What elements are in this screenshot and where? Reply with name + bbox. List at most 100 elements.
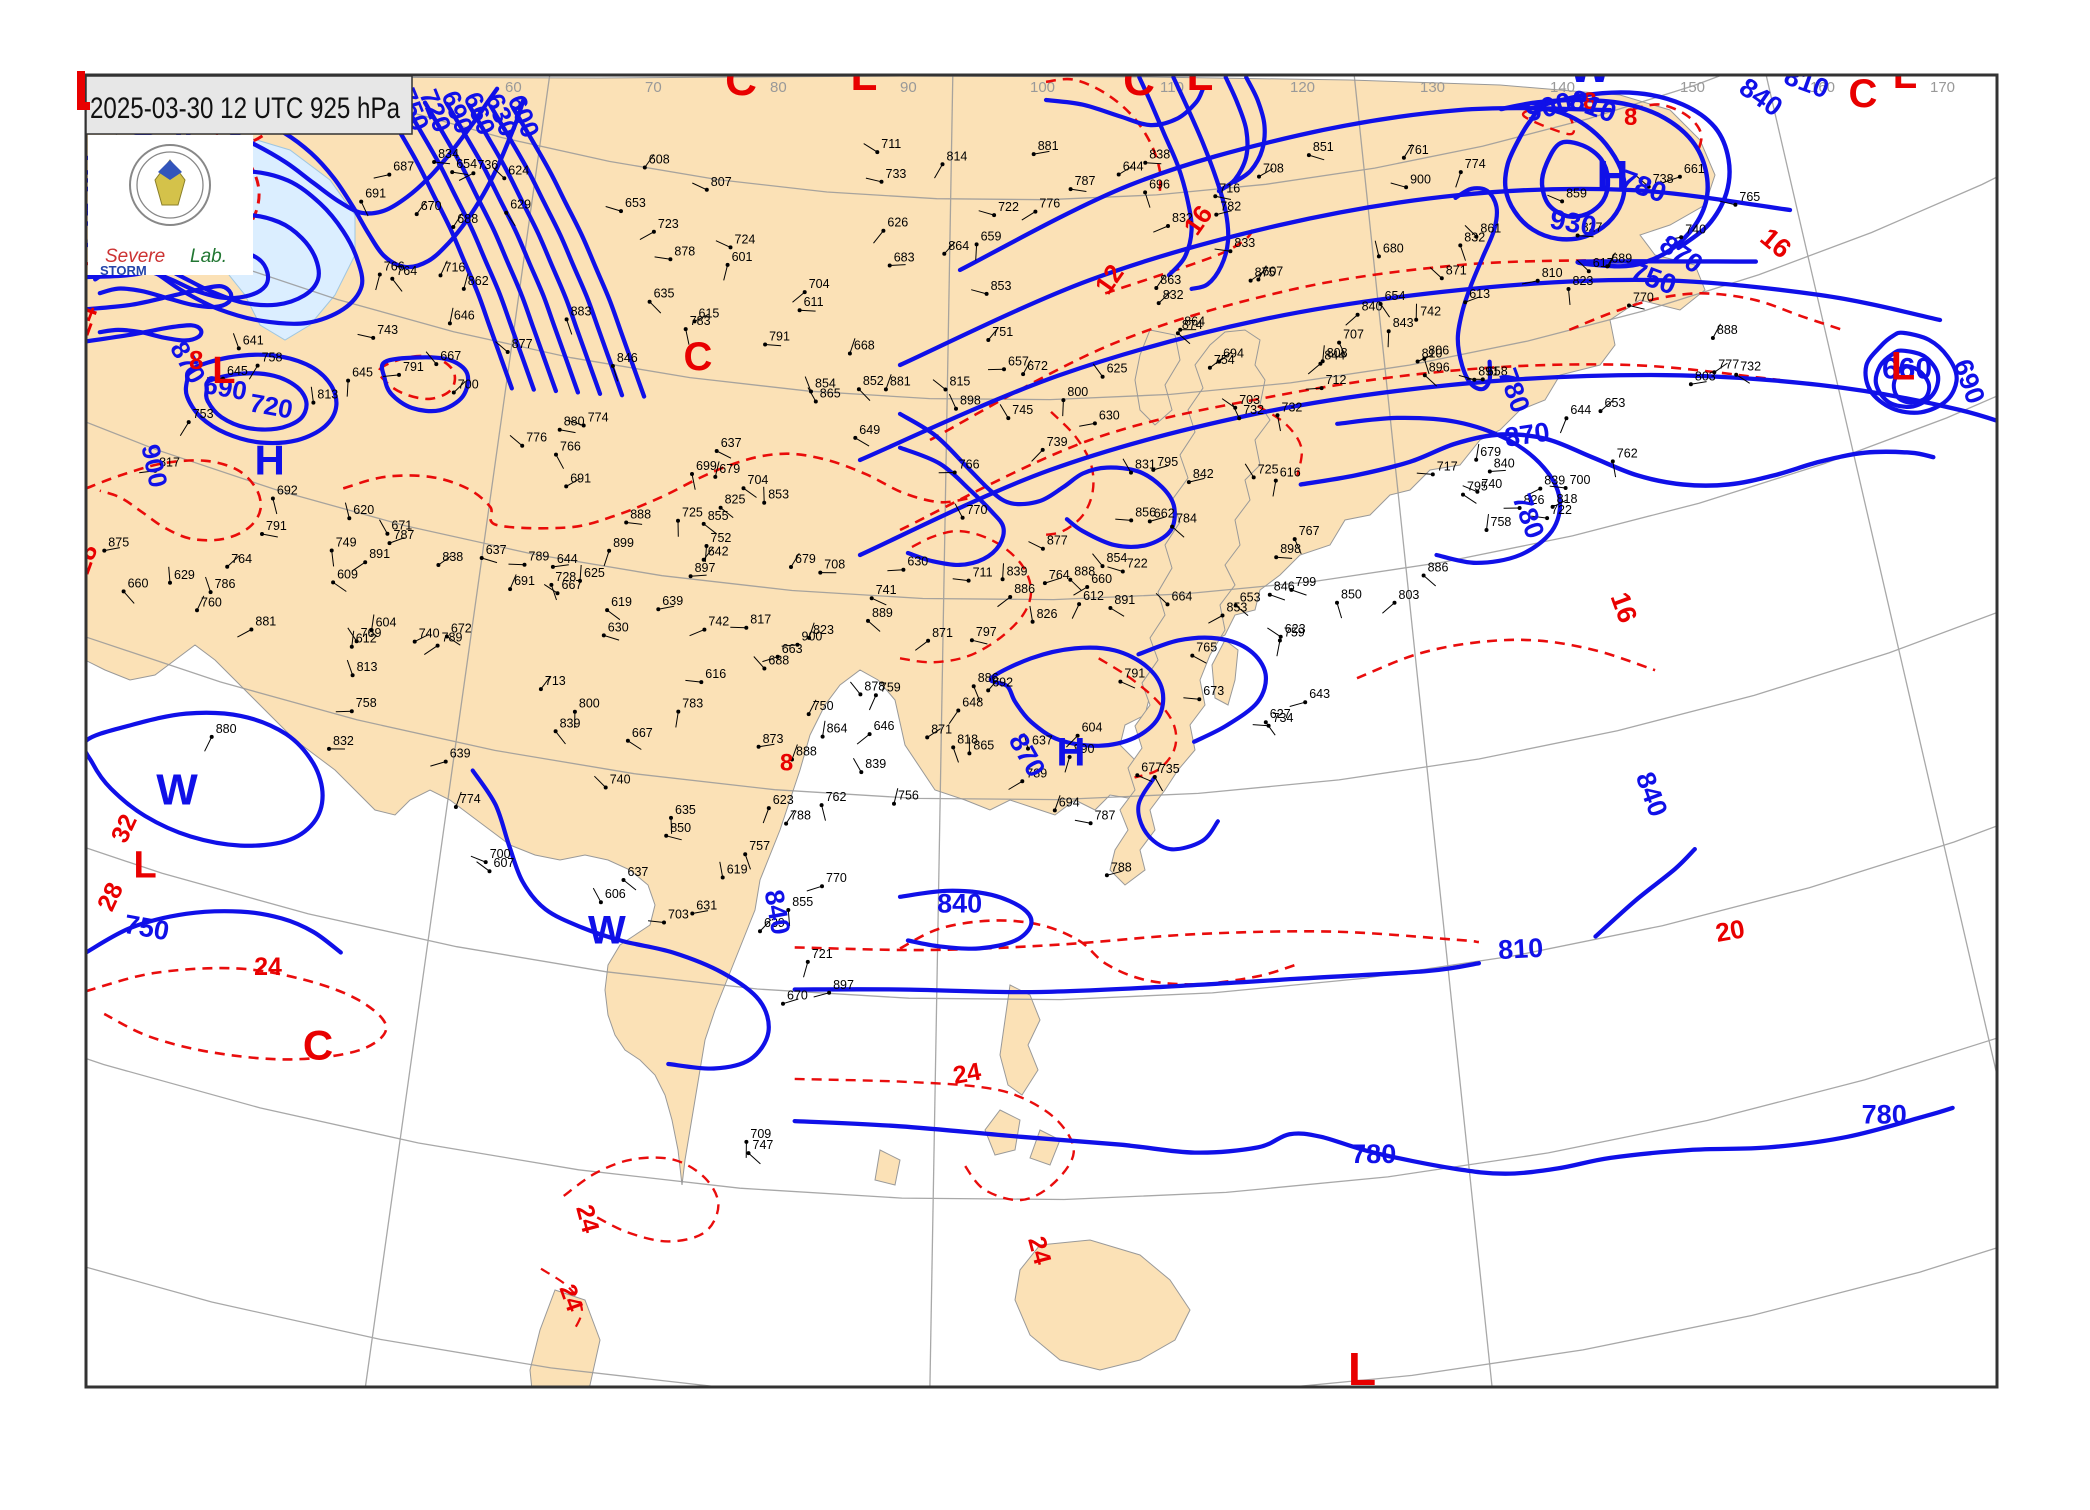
svg-text:619: 619 <box>611 595 632 609</box>
svg-text:8: 8 <box>1624 104 1637 131</box>
svg-text:871: 871 <box>1446 263 1467 277</box>
svg-text:877: 877 <box>512 337 533 351</box>
svg-text:732: 732 <box>1740 360 1761 374</box>
svg-text:870: 870 <box>1503 417 1552 453</box>
svg-text:889: 889 <box>872 606 893 620</box>
svg-text:739: 739 <box>1047 435 1068 449</box>
svg-text:815: 815 <box>950 375 971 389</box>
svg-text:673: 673 <box>1203 684 1224 698</box>
svg-text:846: 846 <box>617 351 638 365</box>
svg-text:644: 644 <box>1123 160 1144 174</box>
svg-text:765: 765 <box>1739 190 1760 204</box>
svg-text:832: 832 <box>1163 288 1184 302</box>
svg-text:649: 649 <box>859 423 880 437</box>
svg-text:803: 803 <box>1695 369 1716 383</box>
svg-text:709: 709 <box>750 1127 771 1141</box>
svg-text:783: 783 <box>682 697 703 711</box>
svg-text:637: 637 <box>628 865 649 879</box>
svg-text:Lab.: Lab. <box>190 246 227 267</box>
svg-text:881: 881 <box>890 374 911 388</box>
svg-text:823: 823 <box>1573 274 1594 288</box>
svg-text:880: 880 <box>564 415 585 429</box>
svg-text:838: 838 <box>1149 148 1170 162</box>
svg-text:616: 616 <box>1280 466 1301 480</box>
svg-text:850: 850 <box>1341 588 1362 602</box>
svg-text:807: 807 <box>711 175 732 189</box>
svg-text:120: 120 <box>1290 79 1315 96</box>
svg-text:637: 637 <box>721 436 742 450</box>
svg-text:70: 70 <box>645 79 662 96</box>
svg-text:777: 777 <box>1718 357 1739 371</box>
svg-text:788: 788 <box>1111 860 1132 874</box>
svg-text:871: 871 <box>931 722 952 736</box>
svg-text:619: 619 <box>727 863 748 877</box>
svg-text:670: 670 <box>421 199 442 213</box>
svg-text:688: 688 <box>768 654 789 668</box>
svg-text:803: 803 <box>1399 588 1420 602</box>
svg-text:H: H <box>255 437 285 484</box>
svg-text:725: 725 <box>682 506 703 520</box>
svg-text:130: 130 <box>1420 79 1445 96</box>
svg-text:707: 707 <box>1343 328 1364 342</box>
svg-text:723: 723 <box>658 217 679 231</box>
svg-text:630: 630 <box>1099 408 1120 422</box>
svg-text:660: 660 <box>128 576 149 590</box>
svg-text:782: 782 <box>1220 200 1241 214</box>
svg-text:700: 700 <box>490 847 511 861</box>
svg-text:657: 657 <box>1008 354 1029 368</box>
svg-text:776: 776 <box>1039 197 1060 211</box>
svg-text:L: L <box>1891 345 1915 389</box>
svg-text:897: 897 <box>695 561 716 575</box>
svg-text:608: 608 <box>649 153 670 167</box>
svg-text:839: 839 <box>865 757 886 771</box>
svg-text:80: 80 <box>770 79 787 96</box>
svg-text:806: 806 <box>1428 344 1449 358</box>
svg-text:818: 818 <box>957 732 978 746</box>
svg-text:630: 630 <box>907 555 928 569</box>
svg-text:653: 653 <box>625 196 646 210</box>
svg-text:700: 700 <box>458 378 479 392</box>
svg-text:721: 721 <box>812 947 833 961</box>
svg-text:891: 891 <box>1114 593 1135 607</box>
svg-text:679: 679 <box>795 552 816 566</box>
svg-text:832: 832 <box>333 734 354 748</box>
svg-text:8: 8 <box>189 345 203 375</box>
svg-text:839: 839 <box>1544 474 1565 488</box>
svg-text:900: 900 <box>1410 172 1431 186</box>
svg-text:626: 626 <box>887 216 908 230</box>
svg-text:691: 691 <box>570 471 591 485</box>
svg-text:854: 854 <box>1107 551 1128 565</box>
svg-text:888: 888 <box>796 745 817 759</box>
svg-text:774: 774 <box>460 792 481 806</box>
svg-text:880: 880 <box>216 722 237 736</box>
svg-text:643: 643 <box>1309 687 1330 701</box>
svg-text:864: 864 <box>1184 315 1205 329</box>
svg-text:667: 667 <box>562 578 583 592</box>
svg-text:696: 696 <box>1149 177 1170 191</box>
svg-text:612: 612 <box>356 632 377 646</box>
svg-text:765: 765 <box>1196 641 1217 655</box>
svg-text:791: 791 <box>266 519 287 533</box>
svg-text:749: 749 <box>336 536 357 550</box>
svg-text:850: 850 <box>670 821 691 835</box>
svg-text:732: 732 <box>1243 403 1264 417</box>
svg-text:813: 813 <box>357 660 378 674</box>
svg-text:886: 886 <box>1428 561 1449 575</box>
svg-text:742: 742 <box>708 615 729 629</box>
svg-text:616: 616 <box>705 667 726 681</box>
svg-text:862: 862 <box>468 274 489 288</box>
svg-text:659: 659 <box>981 229 1002 243</box>
svg-text:757: 757 <box>749 839 770 853</box>
svg-text:L: L <box>133 844 156 886</box>
svg-text:897: 897 <box>833 978 854 992</box>
svg-text:742: 742 <box>1420 305 1441 319</box>
svg-text:629: 629 <box>510 198 531 212</box>
svg-text:H: H <box>1056 731 1085 775</box>
svg-text:863: 863 <box>1160 273 1181 287</box>
svg-text:840: 840 <box>1494 457 1515 471</box>
svg-text:810: 810 <box>1497 933 1544 965</box>
svg-text:891: 891 <box>369 547 390 561</box>
svg-text:767: 767 <box>1299 524 1320 538</box>
svg-text:881: 881 <box>255 615 276 629</box>
svg-text:641: 641 <box>243 333 264 347</box>
